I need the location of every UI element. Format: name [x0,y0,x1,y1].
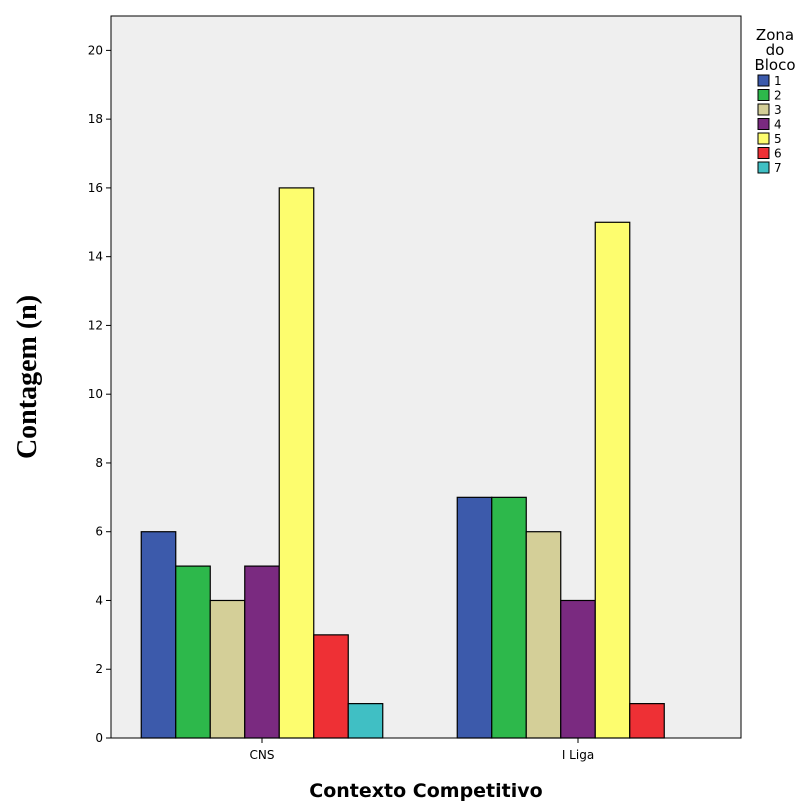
legend-label-3: 3 [774,103,782,117]
legend-label-2: 2 [774,89,782,103]
y-tick-label: 0 [95,731,103,745]
y-tick-label: 6 [95,525,103,539]
legend-title: do [766,41,785,59]
bar-i-liga-zona-5 [594,221,631,739]
x-axis: CNS I Liga [250,738,594,762]
legend-swatch-2 [757,89,770,101]
x-tick-label: CNS [250,748,275,762]
legend-title: Zona [756,26,794,44]
legend-swatch-4 [757,118,770,130]
x-tick-label: I Liga [562,748,594,762]
y-axis: 0 2 4 6 8 10 12 14 16 18 20 [88,43,111,745]
bar-i-liga-zona-4 [560,599,596,739]
legend-label-1: 1 [774,74,782,88]
x-axis-label: Contexto Competitivo [309,780,542,802]
bar-cns-zona-1 [140,531,177,739]
legend-label-6: 6 [774,147,782,161]
bar-cns-zona-3 [209,599,246,739]
y-tick-label: 8 [95,456,103,470]
y-tick-label: 16 [88,181,103,195]
bars [140,187,665,739]
bar-i-liga-zona-2 [491,496,527,739]
legend-swatch-1 [757,74,770,87]
y-tick-label: 18 [88,112,103,126]
legend-label-5: 5 [774,132,782,146]
y-tick-label: 14 [88,250,103,264]
bar-cns-zona-2 [175,565,211,739]
bar-cns-zona-7 [347,703,384,739]
y-tick-label: 12 [88,318,103,332]
bar-cns-zona-6 [313,634,349,739]
legend-swatch-7 [757,161,770,174]
y-tick-label: 2 [95,662,103,676]
y-tick-label: 10 [88,387,103,401]
y-tick-label: 4 [95,593,103,607]
bar-cns-zona-4 [244,565,280,739]
y-tick-label: 20 [88,43,103,57]
y-axis-label: Contagem (n) [12,295,43,459]
bar-i-liga-zona-1 [456,496,493,739]
legend-swatch-3 [757,103,770,116]
bar-cns-zona-5 [278,187,315,739]
bar-i-liga-zona-3 [525,531,562,739]
legend-title: Bloco [754,56,795,74]
legend-swatch-5 [757,132,770,145]
legend-label-4: 4 [774,118,782,132]
legend-swatch-6 [757,147,770,159]
legend-label-7: 7 [774,161,782,175]
bar-i-liga-zona-6 [629,703,665,739]
